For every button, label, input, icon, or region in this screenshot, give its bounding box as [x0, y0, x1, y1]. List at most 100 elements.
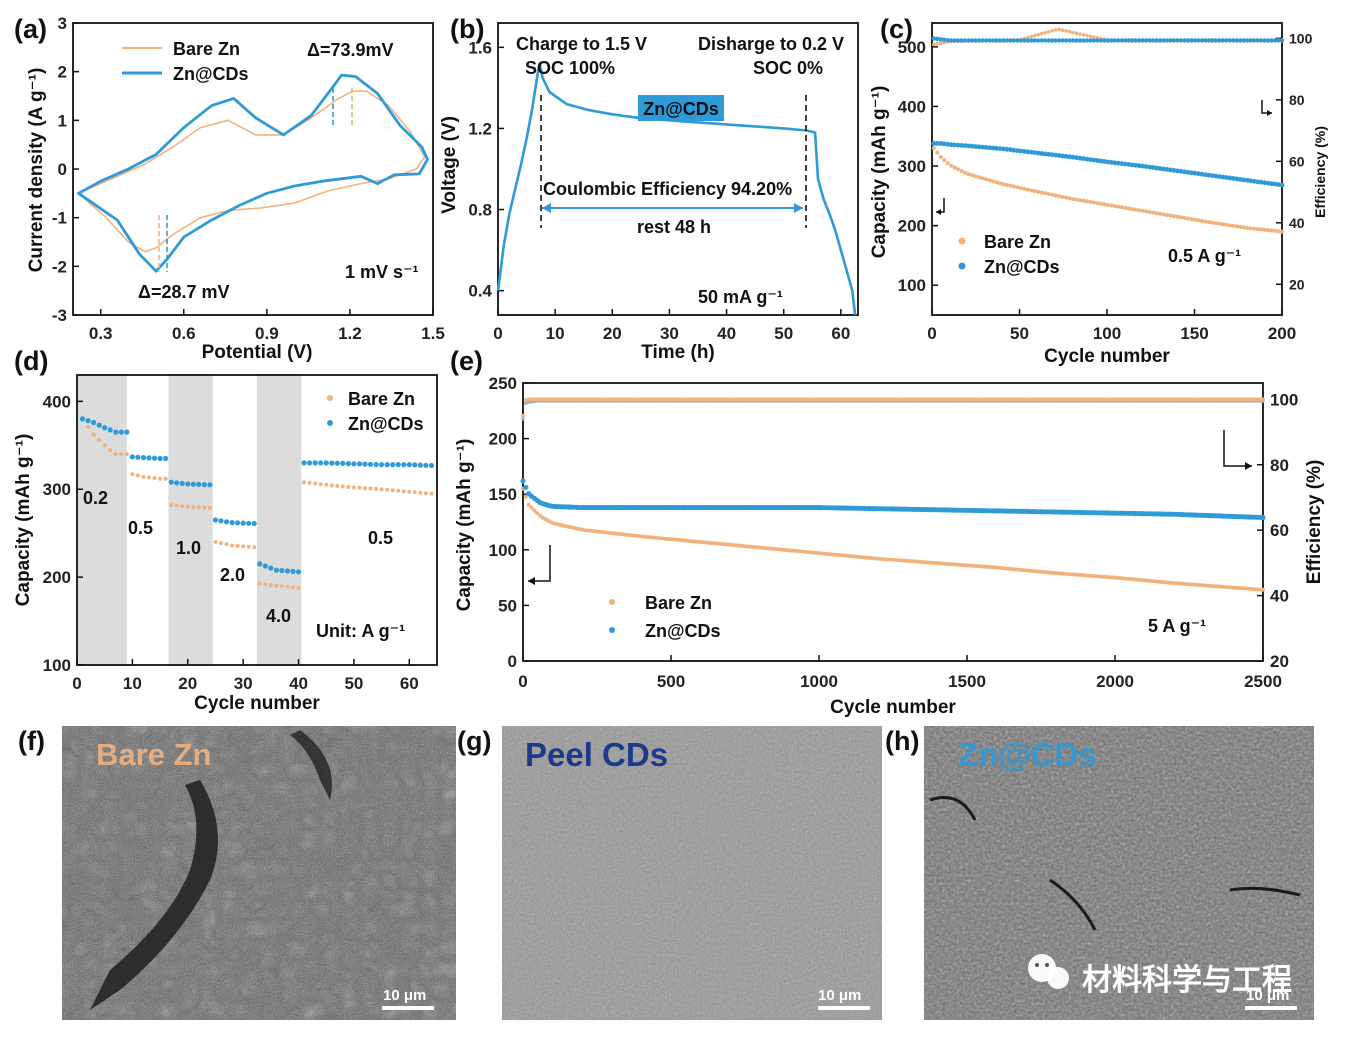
efficiency-point-cds — [1189, 38, 1194, 43]
efficiency-point-bare — [956, 397, 961, 402]
rate-point-cds — [91, 419, 97, 426]
rate-point-cds — [318, 460, 324, 466]
efficiency-point-bare — [1067, 29, 1072, 34]
efficiency-point-bare — [543, 397, 548, 402]
arrow-e-right-axis — [1223, 430, 1252, 467]
efficiency-point-bare — [902, 397, 907, 402]
capacity-point-bare — [959, 169, 964, 173]
capacity-point-bare — [1212, 584, 1217, 589]
annotation-unit: Unit: A g⁻¹ — [316, 621, 405, 641]
efficiency-point-bare — [839, 397, 844, 402]
legend-c-bare: Bare Zn — [984, 232, 1051, 252]
efficiency-point-cds — [1227, 38, 1233, 43]
rate-point-bare — [274, 583, 279, 588]
rate-point-bare — [202, 505, 207, 510]
efficiency-point-bare — [762, 397, 767, 402]
rate-point-cds — [151, 455, 158, 461]
efficiency-point-bare — [740, 397, 745, 402]
capacity-point-bare — [1226, 585, 1231, 590]
annotation-soc0: SOC 0% — [753, 58, 823, 78]
efficiency-point-bare — [947, 397, 952, 402]
efficiency-point-bare — [873, 397, 878, 402]
efficiency-point-cds — [1251, 38, 1257, 43]
efficiency-point-bare — [725, 397, 730, 402]
capacity-point-bare — [910, 559, 915, 564]
rate-point-bare — [374, 486, 379, 491]
rate-point-cds — [212, 517, 219, 523]
capacity-point-bare — [1220, 222, 1225, 227]
capacity-point-bare — [973, 174, 978, 179]
efficiency-point-bare — [899, 397, 904, 402]
efficiency-point-bare — [549, 397, 554, 402]
xtick-label: 1500 — [948, 672, 986, 691]
capacity-point-bare — [1109, 203, 1114, 208]
panel-d: (d) 0 10 20 30 40 50 60 400 300 200 100 Cycle numb… — [13, 346, 438, 714]
capacity-point-bare — [1123, 205, 1128, 210]
efficiency-point-bare — [928, 397, 932, 402]
y2tick-label: 60 — [1270, 521, 1289, 540]
rate-point-bare — [429, 491, 434, 496]
rate-point-cds — [118, 429, 124, 435]
capacity-point-cds — [1220, 174, 1226, 180]
capacity-point-cds — [1154, 165, 1159, 171]
capacity-point-cds — [1209, 173, 1215, 179]
capacity-point-cds — [1119, 161, 1125, 167]
capacity-point-bare — [1067, 196, 1072, 201]
capacity-point-cds — [966, 143, 971, 149]
capacity-point-bare — [1140, 208, 1145, 213]
efficiency-point-bare — [1164, 397, 1169, 402]
efficiency-point-bare — [1016, 397, 1021, 402]
panel-c-xlabel: Cycle number — [1044, 346, 1170, 367]
efficiency-point-bare — [1187, 397, 1191, 402]
efficiency-point-bare — [597, 397, 602, 402]
efficiency-point-bare — [669, 397, 673, 402]
efficiency-point-bare — [1238, 397, 1243, 402]
legend-d-cds: Zn@CDs — [348, 414, 424, 434]
capacity-point-cds — [1070, 154, 1076, 160]
capacity-point-cds — [1025, 149, 1031, 155]
capacity-point-bare — [626, 533, 631, 537]
sem-h-grain — [924, 726, 1314, 1020]
rate-point-cds — [390, 462, 396, 468]
capacity-point-bare — [990, 565, 995, 570]
capacity-point-cds — [1279, 182, 1285, 188]
efficiency-point-cds — [1269, 38, 1274, 43]
capacity-point-bare — [1053, 571, 1058, 576]
efficiency-point-cds — [1262, 38, 1267, 43]
efficiency-point-bare — [1150, 397, 1154, 402]
annotation-scan-rate: 1 mV s⁻¹ — [345, 262, 419, 282]
efficiency-point-bare — [1130, 397, 1135, 402]
efficiency-point-bare — [532, 397, 537, 402]
capacity-point-bare — [1004, 183, 1009, 187]
capacity-point-cds — [1115, 160, 1121, 166]
efficiency-point-bare — [1081, 397, 1086, 402]
efficiency-point-cds — [524, 401, 528, 406]
efficiency-point-cds — [1036, 38, 1041, 43]
rate-point-cds — [362, 461, 368, 467]
efficiency-point-bare — [1088, 34, 1093, 39]
capacity-point-bare — [977, 175, 981, 180]
xtick-label: 60 — [831, 324, 850, 343]
efficiency-point-bare — [657, 397, 662, 402]
ytick-label: 3 — [58, 14, 67, 33]
efficiency-point-cds — [938, 37, 943, 42]
capacity-point-cds — [934, 141, 940, 146]
xtick-label: 20 — [603, 324, 622, 343]
rate-point-cds — [190, 481, 196, 487]
capacity-point-cds — [1262, 180, 1267, 186]
capacity-point-cds — [1081, 156, 1086, 162]
efficiency-point-bare — [620, 397, 625, 402]
capacity-point-bare — [938, 155, 943, 159]
rate-point-cds — [284, 568, 291, 574]
capacity-point-bare — [597, 529, 602, 534]
efficiency-point-bare — [683, 397, 688, 402]
capacity-point-bare — [1132, 577, 1137, 582]
efficiency-point-bare — [1243, 397, 1248, 402]
efficiency-point-bare — [663, 397, 668, 402]
capacity-point-cds — [1004, 146, 1010, 152]
efficiency-point-cds — [1119, 38, 1125, 43]
efficiency-point-bare — [1060, 28, 1065, 32]
efficiency-point-bare — [1093, 397, 1098, 402]
efficiency-point-bare — [782, 397, 787, 402]
efficiency-point-bare — [1229, 397, 1234, 402]
